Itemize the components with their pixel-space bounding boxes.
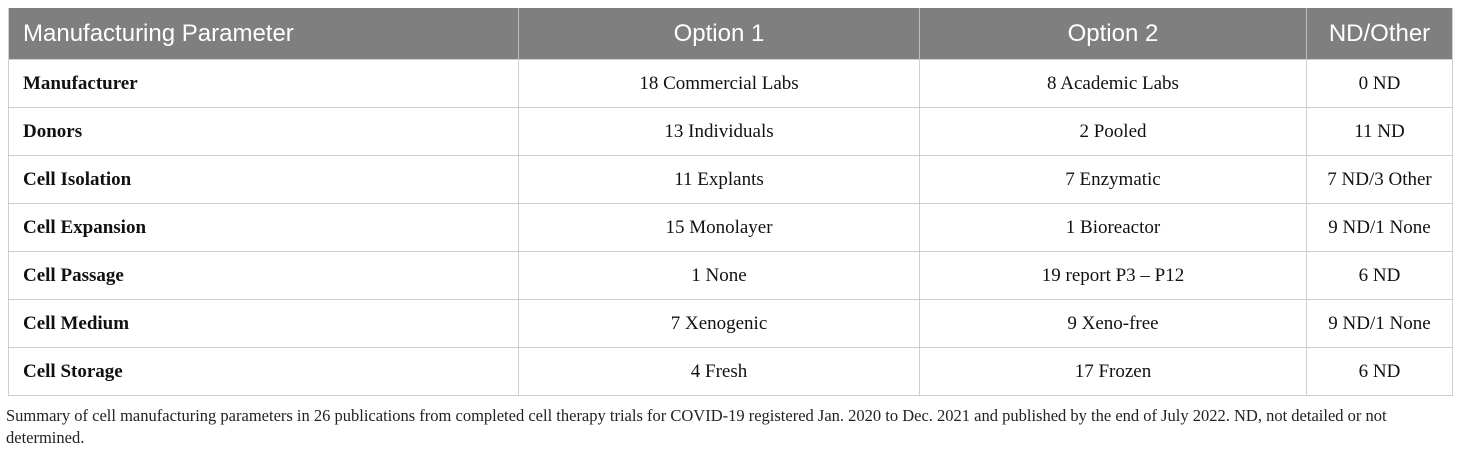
header-option-1: Option 1 bbox=[518, 8, 920, 60]
table-row: Manufacturer 18 Commercial Labs 8 Academ… bbox=[8, 59, 1453, 108]
row-label: Cell Isolation bbox=[8, 155, 519, 204]
cell-nd-other: 7 ND/3 Other bbox=[1306, 155, 1453, 204]
table-row: Cell Passage 1 None 19 report P3 – P12 6… bbox=[8, 251, 1453, 300]
header-nd-other: ND/Other bbox=[1306, 8, 1453, 60]
cell-option-1: 13 Individuals bbox=[518, 107, 920, 156]
table-row: Cell Isolation 11 Explants 7 Enzymatic 7… bbox=[8, 155, 1453, 204]
table-header: Manufacturing Parameter Option 1 Option … bbox=[8, 8, 1453, 60]
cell-option-2: 17 Frozen bbox=[919, 347, 1307, 396]
header-option-2: Option 2 bbox=[919, 8, 1307, 60]
cell-nd-other: 6 ND bbox=[1306, 251, 1453, 300]
cell-nd-other: 9 ND/1 None bbox=[1306, 203, 1453, 252]
cell-option-1: 11 Explants bbox=[518, 155, 920, 204]
cell-nd-other: 9 ND/1 None bbox=[1306, 299, 1453, 348]
row-label: Donors bbox=[8, 107, 519, 156]
cell-option-1: 18 Commercial Labs bbox=[518, 59, 920, 108]
table-row: Cell Storage 4 Fresh 17 Frozen 6 ND bbox=[8, 347, 1453, 396]
row-label: Cell Storage bbox=[8, 347, 519, 396]
cell-option-2: 2 Pooled bbox=[919, 107, 1307, 156]
cell-option-2: 8 Academic Labs bbox=[919, 59, 1307, 108]
row-label: Manufacturer bbox=[8, 59, 519, 108]
cell-option-1: 15 Monolayer bbox=[518, 203, 920, 252]
table-row: Donors 13 Individuals 2 Pooled 11 ND bbox=[8, 107, 1453, 156]
header-row: Manufacturing Parameter Option 1 Option … bbox=[8, 8, 1453, 60]
cell-option-2: 1 Bioreactor bbox=[919, 203, 1307, 252]
table-caption: Summary of cell manufacturing parameters… bbox=[6, 406, 1387, 447]
manufacturing-parameters-table: Manufacturing Parameter Option 1 Option … bbox=[8, 8, 1453, 396]
cell-option-2: 7 Enzymatic bbox=[919, 155, 1307, 204]
cell-option-1: 4 Fresh bbox=[518, 347, 920, 396]
table-row: Cell Expansion 15 Monolayer 1 Bioreactor… bbox=[8, 203, 1453, 252]
cell-nd-other: 6 ND bbox=[1306, 347, 1453, 396]
header-manufacturing-parameter: Manufacturing Parameter bbox=[8, 8, 519, 60]
cell-nd-other: 11 ND bbox=[1306, 107, 1453, 156]
parameters-table-container: Manufacturing Parameter Option 1 Option … bbox=[8, 8, 1453, 396]
row-label: Cell Expansion bbox=[8, 203, 519, 252]
cell-option-1: 7 Xenogenic bbox=[518, 299, 920, 348]
row-label: Cell Medium bbox=[8, 299, 519, 348]
cell-nd-other: 0 ND bbox=[1306, 59, 1453, 108]
row-label: Cell Passage bbox=[8, 251, 519, 300]
cell-option-2: 9 Xeno-free bbox=[919, 299, 1307, 348]
table-row: Cell Medium 7 Xenogenic 9 Xeno-free 9 ND… bbox=[8, 299, 1453, 348]
cell-option-2: 19 report P3 – P12 bbox=[919, 251, 1307, 300]
cell-option-1: 1 None bbox=[518, 251, 920, 300]
table-body: Manufacturer 18 Commercial Labs 8 Academ… bbox=[8, 59, 1453, 396]
